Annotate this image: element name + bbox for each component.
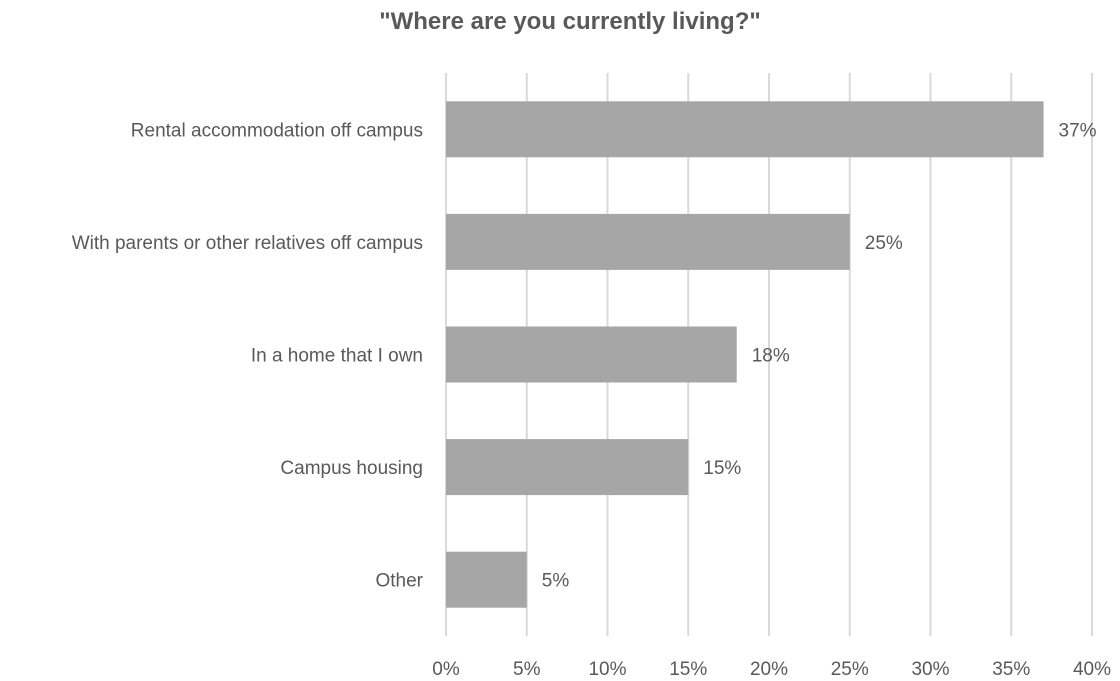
chart-title: "Where are you currently living?" (379, 8, 761, 35)
x-tick-label-3: 15% (669, 659, 707, 680)
data-label-3: 15% (703, 458, 741, 479)
category-label-0: Rental accommodation off campus (131, 120, 423, 141)
x-tick-label-7: 35% (992, 659, 1030, 680)
bar-0 (446, 101, 1044, 158)
bar-1 (446, 213, 850, 270)
bar-4 (446, 551, 527, 608)
data-label-2: 18% (752, 346, 790, 367)
category-label-4: Other (375, 571, 423, 592)
category-label-1: With parents or other relatives off camp… (72, 233, 423, 254)
x-tick-label-8: 40% (1073, 659, 1111, 680)
x-tick-label-0: 0% (432, 659, 460, 680)
x-tick-label-1: 5% (513, 659, 541, 680)
category-label-2: In a home that I own (251, 346, 423, 367)
x-tick-label-5: 25% (831, 659, 869, 680)
data-label-0: 37% (1059, 120, 1097, 141)
data-label-1: 25% (865, 233, 903, 254)
bar-2 (446, 326, 737, 383)
x-tick-label-4: 20% (750, 659, 788, 680)
x-tick-label-2: 10% (588, 659, 626, 680)
category-label-3: Campus housing (280, 458, 423, 479)
x-tick-label-6: 30% (911, 659, 949, 680)
bar-3 (446, 439, 689, 496)
data-label-4: 5% (542, 571, 570, 592)
